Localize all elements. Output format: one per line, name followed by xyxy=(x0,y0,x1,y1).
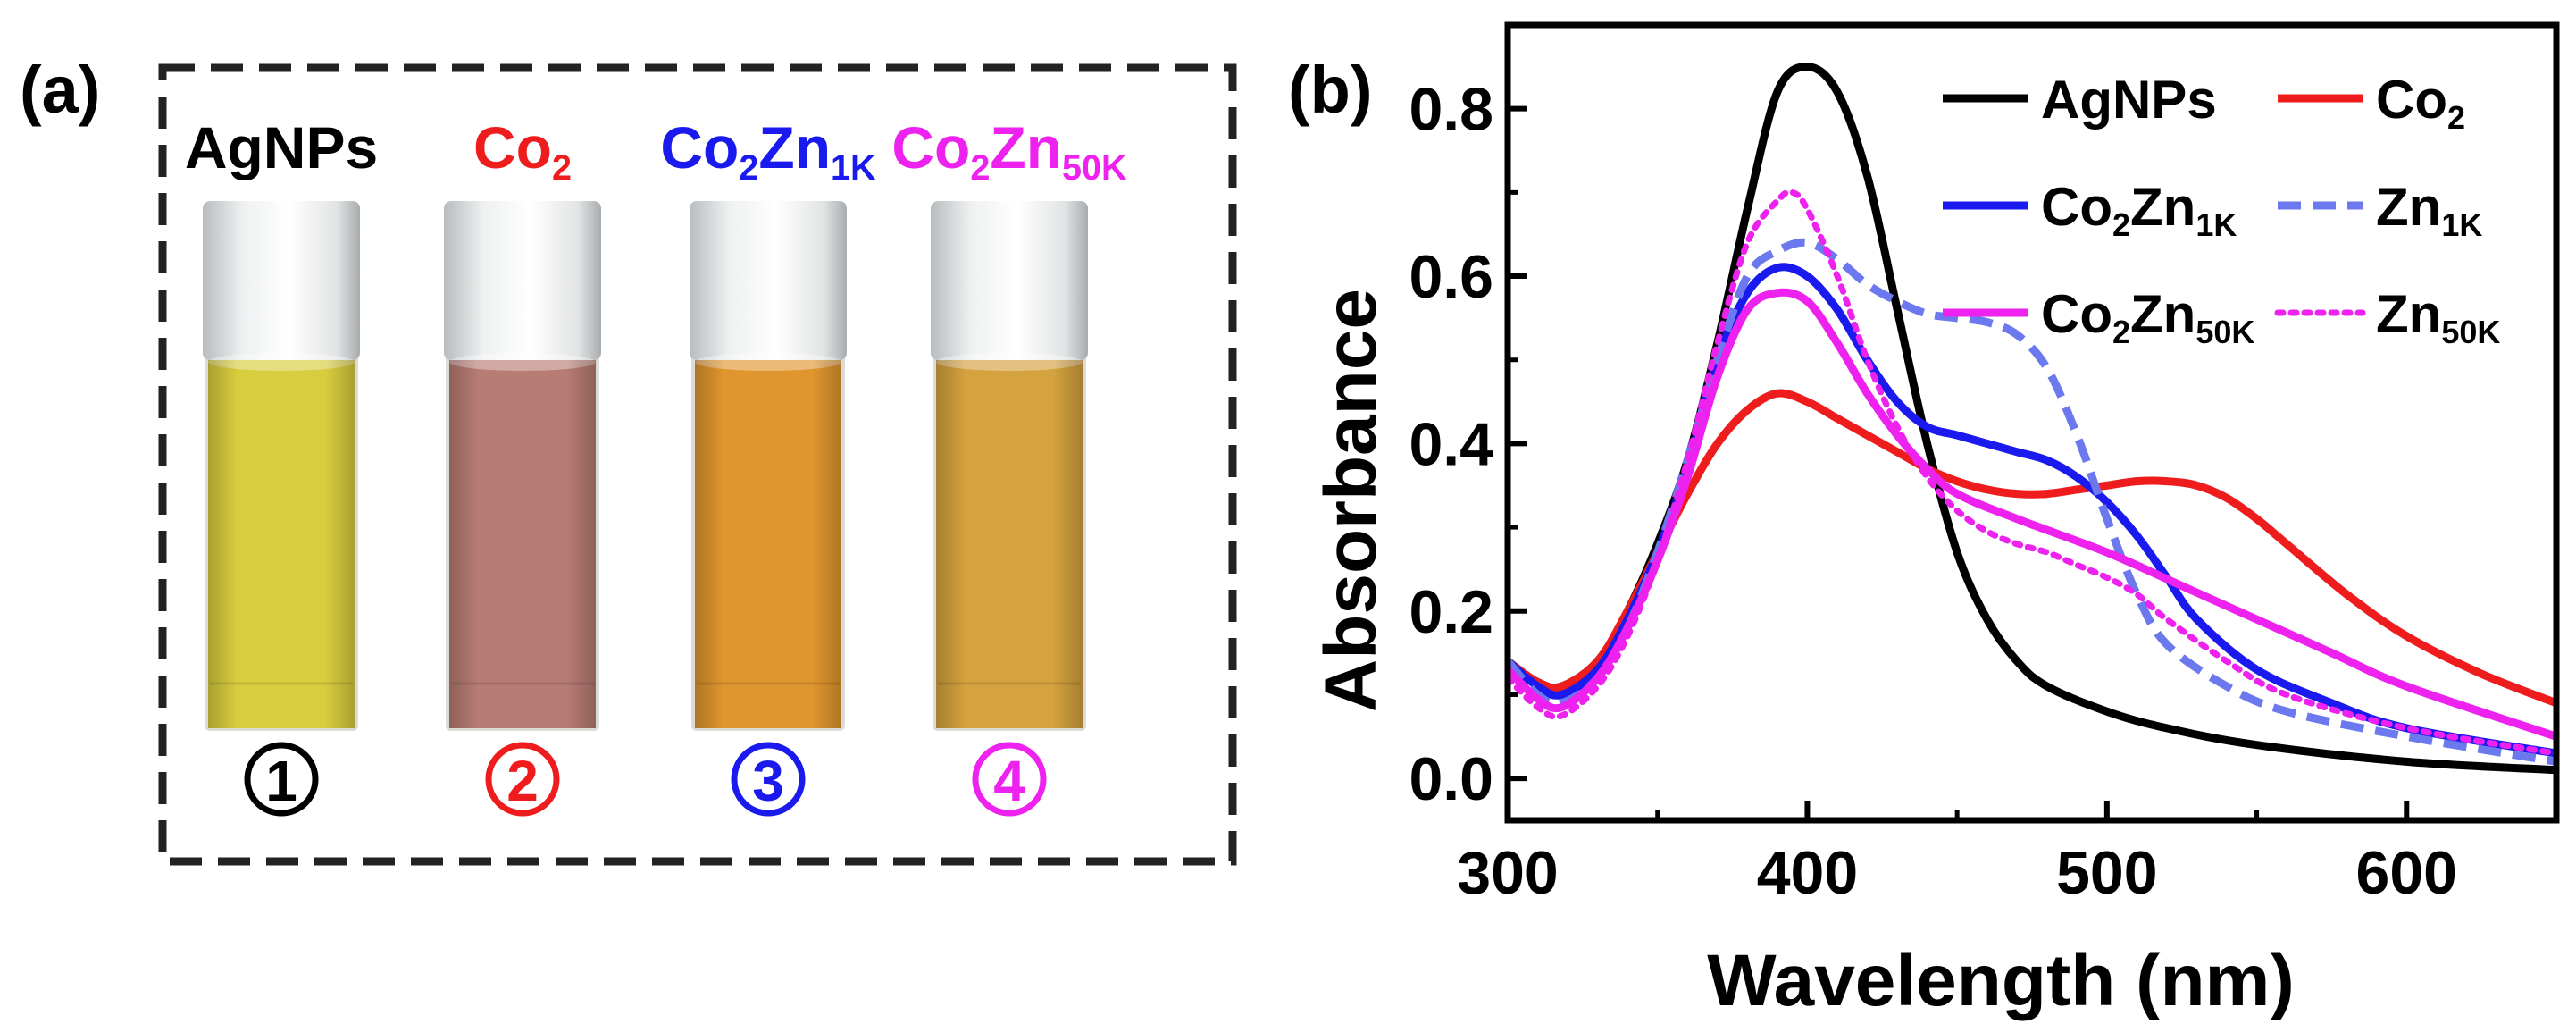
series-line-AgNPs xyxy=(1508,63,2556,775)
circled-number-4: 4 xyxy=(972,742,1047,817)
plot-area: 300 400 500 600 0.0 0.2 0.4 0.6 0.8 xyxy=(1409,21,2560,907)
sample-label: Co2Zn50K xyxy=(891,114,1127,188)
sample-2: Co2 2 xyxy=(444,114,601,817)
legend-item-Co2Zn50K: Co2Zn50K xyxy=(1943,284,2254,350)
cuvette-cap xyxy=(444,201,601,360)
y-tick-label: 0.8 xyxy=(1409,76,1493,144)
x-tick-label: 400 xyxy=(1757,839,1858,907)
cuvette-cap xyxy=(931,201,1088,360)
panel-a-label: (a) xyxy=(20,53,100,127)
series-line-Co2Zn50K xyxy=(1508,288,2556,741)
legend-item-Co2: Co2 xyxy=(2278,70,2465,136)
y-tick-label: 0.0 xyxy=(1409,745,1493,813)
x-tick-label: 300 xyxy=(1457,839,1558,907)
cuvette xyxy=(203,201,360,731)
y-axis-label: Absorbance xyxy=(1310,289,1392,712)
panel-b-label: (b) xyxy=(1288,53,1373,127)
sample-3: Co2Zn1K 3 xyxy=(660,114,876,817)
series-line-Zn50K xyxy=(1508,189,2556,757)
circled-number-3: 3 xyxy=(731,742,806,817)
axes-frame xyxy=(1504,21,2560,824)
panel-a-photo: (a) AgNPs 1 Co2 2 Co2Zn1K 3 Co2Zn50K 4 xyxy=(20,53,1237,866)
cuvette xyxy=(931,201,1088,731)
svg-text:2: 2 xyxy=(506,749,539,813)
legend: AgNPs Co2 Co2Zn1K Zn1K Co2Zn50K Zn50K xyxy=(1943,70,2500,350)
legend-item-Co2Zn1K: Co2Zn1K xyxy=(1943,177,2237,243)
legend-label: Zn50K xyxy=(2376,284,2500,350)
circled-number-2: 2 xyxy=(485,742,560,817)
y-tick-label: 0.4 xyxy=(1409,410,1493,478)
sample-label: Co2 xyxy=(473,114,572,188)
x-tick-label: 500 xyxy=(2056,839,2157,907)
legend-label: Co2 xyxy=(2376,70,2465,136)
sample-4: Co2Zn50K 4 xyxy=(891,114,1127,817)
legend-label: Co2Zn50K xyxy=(2041,284,2254,350)
samples-layer: AgNPs 1 Co2 2 Co2Zn1K 3 Co2Zn50K 4 xyxy=(185,114,1127,817)
svg-text:4: 4 xyxy=(993,749,1025,813)
legend-label: Zn1K xyxy=(2376,177,2482,243)
y-tick-label: 0.6 xyxy=(1409,243,1493,311)
sample-label: AgNPs xyxy=(185,114,378,180)
sample-label: Co2Zn1K xyxy=(660,114,876,188)
svg-text:3: 3 xyxy=(752,749,784,813)
svg-text:1: 1 xyxy=(265,749,297,813)
cuvette-cap xyxy=(203,201,360,360)
series-group xyxy=(1508,63,2556,775)
photo-frame xyxy=(158,63,1237,866)
cuvette xyxy=(690,201,847,731)
cuvette-cap xyxy=(690,201,847,360)
circled-number-1: 1 xyxy=(244,742,319,817)
legend-item-AgNPs: AgNPs xyxy=(1943,70,2217,130)
x-tick-label: 600 xyxy=(2356,839,2457,907)
cuvette xyxy=(444,201,601,731)
sample-1: AgNPs 1 xyxy=(185,114,378,817)
legend-label: AgNPs xyxy=(2041,70,2217,130)
panel-b-chart: (b) 300 400 500 600 0.0 0.2 0.4 0.6 0.8 Waveleng… xyxy=(1288,21,2560,1021)
legend-item-Zn50K: Zn50K xyxy=(2274,284,2500,350)
x-axis-label: Wavelength (nm) xyxy=(1707,940,2295,1021)
y-tick-label: 0.2 xyxy=(1409,578,1493,646)
legend-item-Zn1K: Zn1K xyxy=(2278,177,2482,243)
legend-label: Co2Zn1K xyxy=(2041,177,2237,243)
